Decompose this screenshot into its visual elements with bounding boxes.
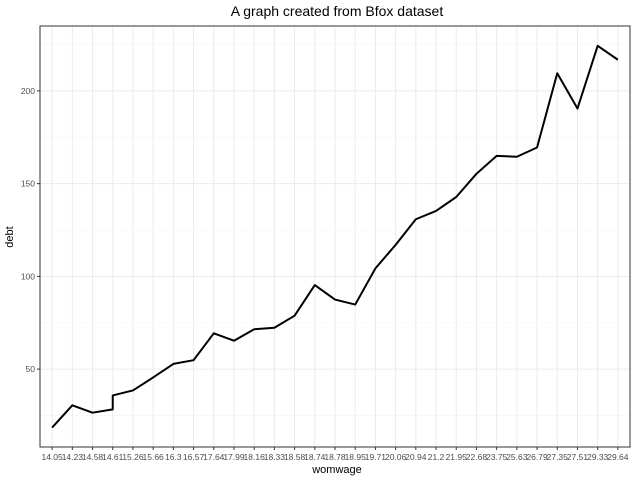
series-line [51,44,619,429]
y-tick-label: 100 [21,271,35,281]
x-tick-label: 18.95 [345,452,367,462]
x-axis-title: womwage [311,464,362,476]
x-tick-label: 14.05 [41,452,63,462]
x-tick-label: 19.71 [365,452,387,462]
x-tick-label: 18.33 [264,452,286,462]
x-tick-label: 20.06 [385,452,407,462]
x-tick-label: 27.35 [547,452,569,462]
x-tick-label: 15.26 [122,452,144,462]
x-tick-label: 14.61 [102,452,124,462]
x-tick-label: 18.78 [324,452,346,462]
y-axis-title: debt [4,226,16,247]
x-tick-label: 25.63 [506,452,528,462]
chart-title: A graph created from Bfox dataset [231,3,444,19]
x-tick-label: 17.99 [223,452,245,462]
series-layer [51,44,619,429]
y-tick-label: 50 [26,364,36,374]
y-tick-label: 200 [21,86,35,96]
x-tick-label: 22.68 [466,452,488,462]
x-tick-label: 21.2 [428,452,445,462]
x-tick-label: 23.75 [486,452,508,462]
x-tick-label: 18.74 [304,452,326,462]
x-tick-label: 27.51 [567,452,589,462]
x-tick-label: 21.95 [446,452,468,462]
y-axis: 50 100 150 200 [21,86,40,374]
x-tick-label: 29.33 [587,452,609,462]
x-tick-label: 15.66 [143,452,165,462]
grid-lines [40,26,630,447]
x-tick-label: 18.58 [284,452,306,462]
y-tick-label: 150 [21,179,35,189]
x-tick-label: 17.64 [203,452,225,462]
x-tick-label: 16.57 [183,452,205,462]
x-tick-label: 20.94 [405,452,427,462]
x-tick-label: 18.16 [244,452,266,462]
x-tick-label: 14.23 [62,452,84,462]
x-tick-label: 26.79 [526,452,548,462]
x-tick-label: 16.3 [165,452,182,462]
x-tick-label: 29.64 [607,452,629,462]
x-tick-label: 14.58 [82,452,104,462]
